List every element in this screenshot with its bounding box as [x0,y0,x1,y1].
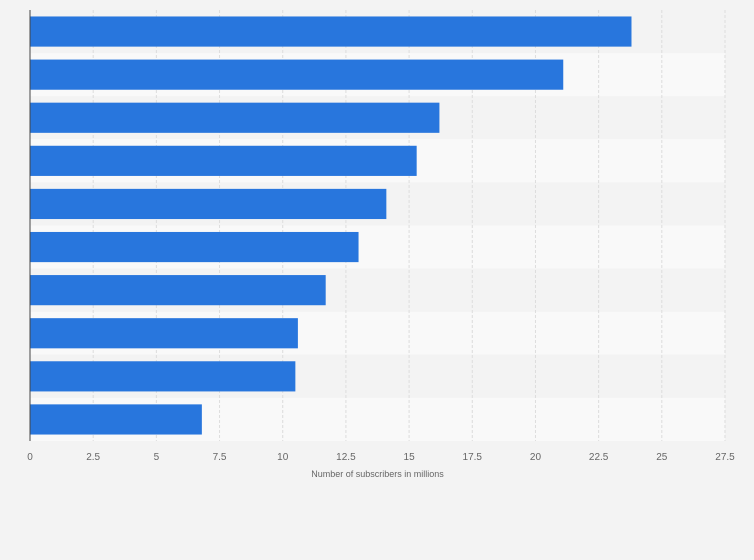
x-tick-label: 25 [656,452,668,463]
x-tick-label: 27.5 [715,452,735,463]
bar [30,361,296,392]
x-tick-label: 2.5 [86,452,100,463]
x-tick-label: 10 [277,452,289,463]
x-tick-label: 7.5 [213,452,227,463]
bar [30,102,440,133]
bar [30,188,387,220]
x-tick-label: 12.5 [336,452,356,463]
x-axis-title: Number of subscribers in millions [311,469,444,479]
x-tick-label: 5 [154,452,160,463]
bar [30,231,359,263]
x-tick-label: 17.5 [463,452,483,463]
bar [30,318,298,349]
bar [30,16,632,47]
x-tick-label: 15 [404,452,416,463]
bars [30,16,632,435]
x-tick-label: 20 [530,452,542,463]
bar [30,59,564,90]
x-tick-label: 0 [27,452,33,463]
bar [30,275,326,306]
bar [30,404,202,435]
bar [30,145,417,176]
x-axis-tick-labels: 0 2.5 5 7.5 10 12.5 15 17.5 20 22.5 25 27.5 [27,452,735,463]
x-tick-label: 22.5 [589,452,609,463]
